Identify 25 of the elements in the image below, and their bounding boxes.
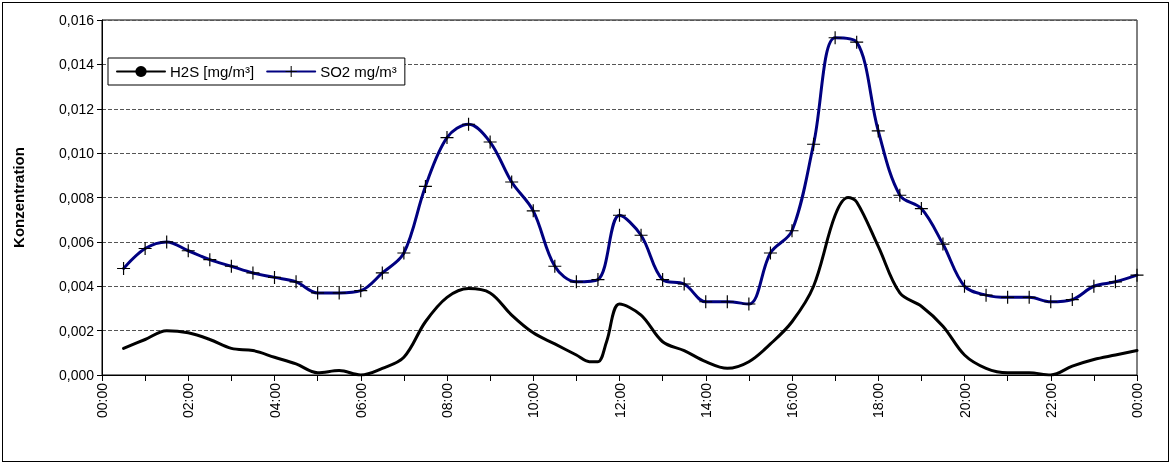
y-tick-label: 0,006 bbox=[58, 233, 95, 250]
y-axis-title: Konzentration bbox=[10, 147, 27, 248]
x-tick-label: 06:00 bbox=[352, 382, 369, 419]
y-tick-label: 0,002 bbox=[58, 322, 95, 339]
x-tick-label: 12:00 bbox=[611, 382, 628, 419]
x-tick-label: 10:00 bbox=[525, 382, 542, 419]
y-tick-label: 0,012 bbox=[58, 100, 95, 117]
y-tick-label: 0,014 bbox=[58, 56, 95, 73]
x-tick-label: 14:00 bbox=[697, 382, 714, 419]
y-tick-label: 0,004 bbox=[58, 278, 95, 295]
legend-label: SO2 mg/m³ bbox=[320, 63, 397, 80]
y-tick-label: 0,000 bbox=[58, 367, 95, 383]
y-tick-label: 0,008 bbox=[58, 189, 95, 206]
x-tick-label: 20:00 bbox=[956, 382, 973, 419]
x-tick-label: 04:00 bbox=[266, 382, 283, 419]
x-tick-label: 16:00 bbox=[784, 382, 800, 419]
x-tick-label: 08:00 bbox=[439, 382, 455, 419]
x-tick-label: 18:00 bbox=[870, 382, 887, 419]
y-tick-label: 0,016 bbox=[58, 12, 95, 28]
x-tick-label: 22:00 bbox=[1042, 382, 1059, 419]
x-tick-label: 00:00 bbox=[1129, 382, 1145, 419]
y-tick-label: 0,010 bbox=[58, 145, 95, 162]
x-tick-label: 00:00 bbox=[94, 382, 110, 419]
legend-label: H2S [mg/m³] bbox=[170, 63, 255, 80]
x-tick-label: 02:00 bbox=[180, 382, 197, 419]
